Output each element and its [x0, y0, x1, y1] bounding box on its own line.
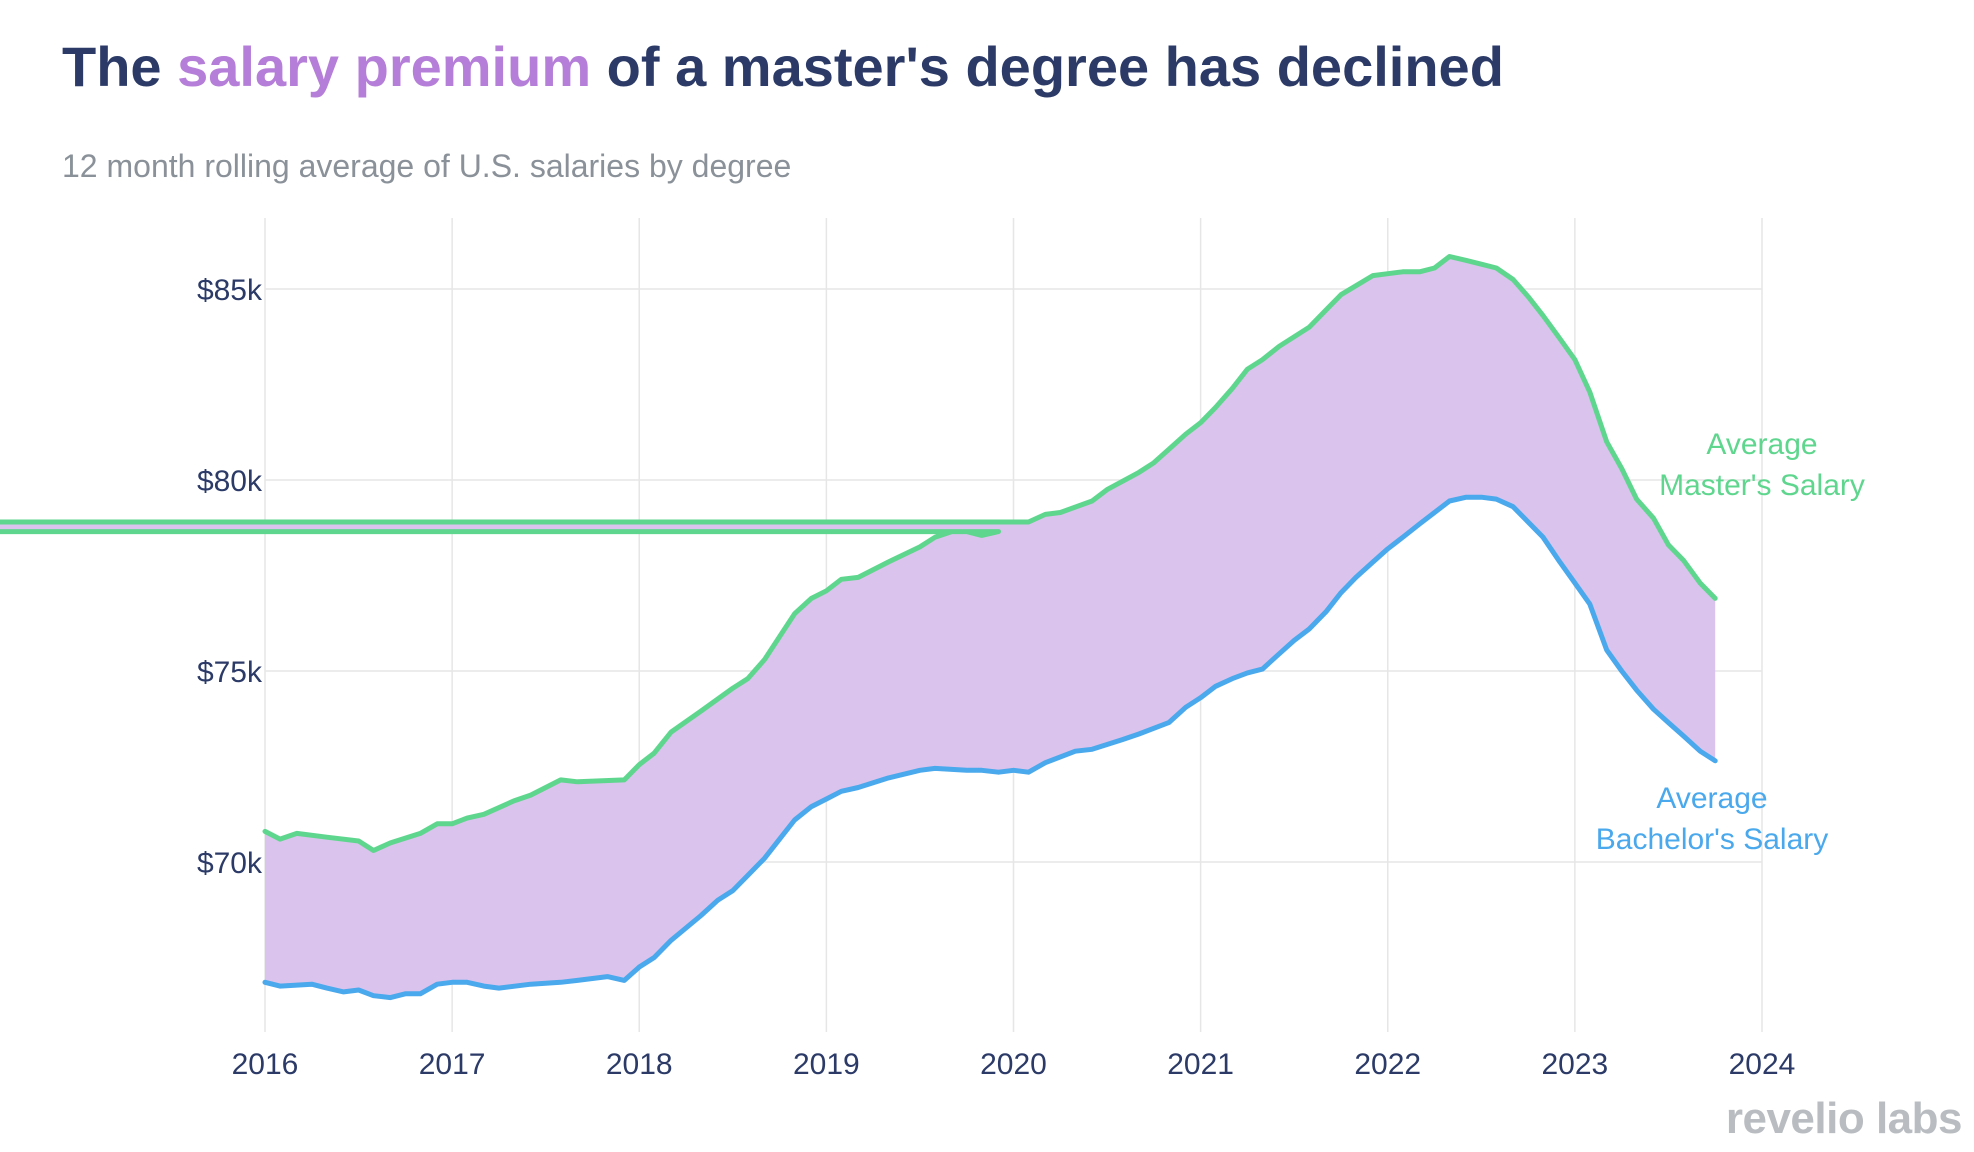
chart-subtitle: 12 month rolling average of U.S. salarie… [62, 148, 792, 184]
bachelors-label-line: Average [1656, 782, 1767, 815]
axis-labels: 2016 2017 2018 2019 2020 2021 2022 2023 2024 $70k… [197, 274, 1795, 1081]
series-labels: Average Master's Salary Average Bachelor's … [1596, 428, 1865, 856]
x-tick-label: 2019 [793, 1048, 860, 1081]
masters-series-label: Average Master's Salary [1659, 428, 1865, 502]
salary-premium-area [0, 256, 1716, 998]
y-tick-label: $85k [197, 274, 263, 307]
premium-band [0, 256, 1716, 998]
x-tick-label: 2023 [1542, 1048, 1609, 1081]
bachelors-salary-line [262, 494, 1718, 1001]
masters-salary-line [0, 254, 1718, 853]
title-highlight: salary premium [177, 35, 592, 98]
x-tick-label: 2020 [980, 1048, 1047, 1081]
masters-label-line: Average [1706, 428, 1817, 461]
title-start: The [62, 35, 178, 98]
y-tick-label: $70k [197, 847, 263, 880]
masters-label-line: Master's Salary [1659, 469, 1865, 502]
series-lines [0, 254, 1718, 1001]
y-tick-label: $80k [197, 465, 263, 498]
title-end: of a master's degree has declined [591, 35, 1504, 98]
bachelors-label-line: Bachelor's Salary [1596, 823, 1829, 856]
x-tick-label: 2017 [419, 1048, 486, 1081]
x-tick-label: 2018 [606, 1048, 673, 1081]
bachelors-series-label: Average Bachelor's Salary [1596, 782, 1829, 856]
x-tick-label: 2016 [232, 1048, 299, 1081]
x-tick-label: 2021 [1167, 1048, 1234, 1081]
x-tick-label: 2022 [1354, 1048, 1421, 1081]
x-tick-label: 2024 [1729, 1048, 1796, 1081]
chart-title: The salary premium of a master's degree … [62, 34, 1504, 99]
revelio-labs-logo: revelio labs [1725, 1094, 1963, 1143]
y-tick-label: $75k [197, 656, 263, 689]
